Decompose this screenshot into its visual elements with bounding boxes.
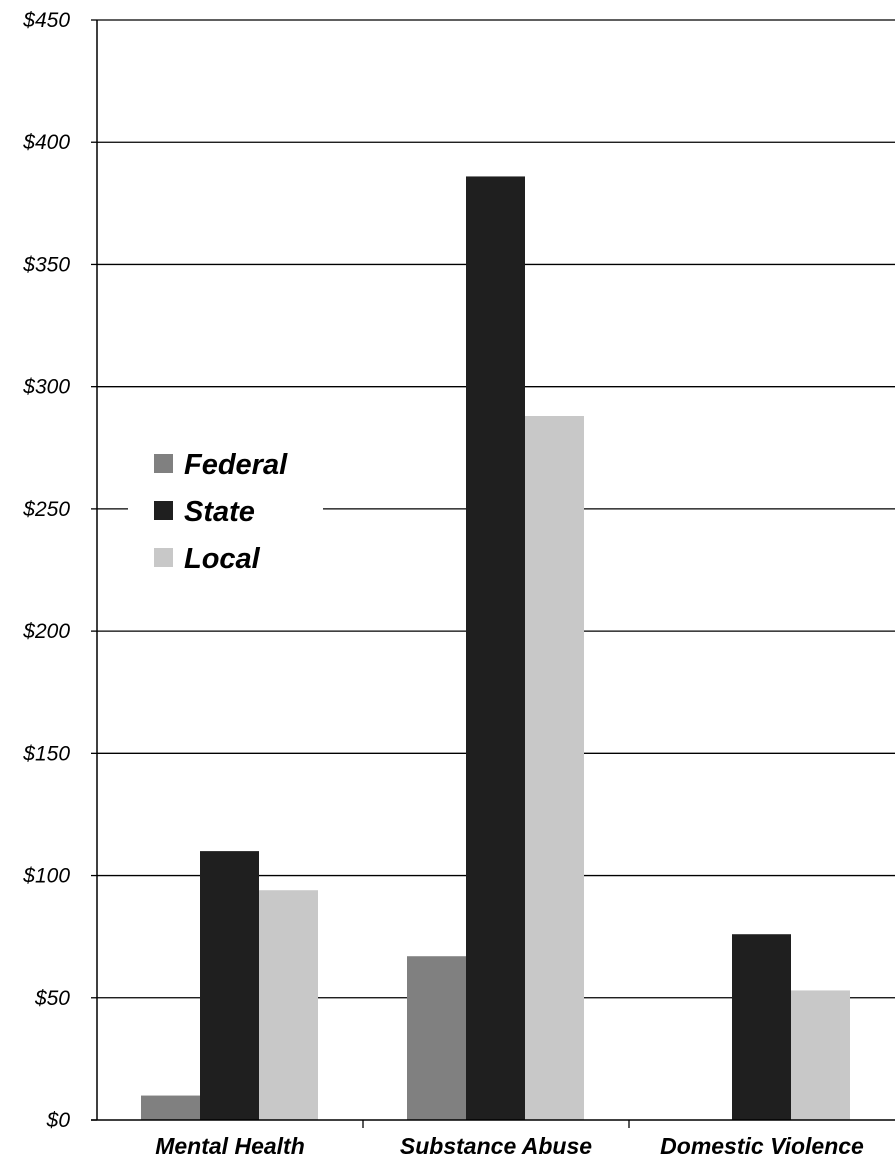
bar-state-substance-abuse [466,176,525,1120]
y-tick-label: $350 [22,253,70,276]
y-tick-label: $100 [22,865,70,888]
legend-label-state: State [184,496,255,528]
bar-local-domestic-violence [791,990,850,1120]
y-tick-label: $150 [22,742,70,765]
bar-state-mental-health [200,851,259,1120]
bar-federal-substance-abuse [407,956,466,1120]
y-tick-label: $450 [22,9,70,32]
legend-label-federal: Federal [184,449,288,481]
x-category-label: Substance Abuse [400,1133,592,1159]
y-tick-label: $50 [34,987,70,1010]
y-tick-label: $300 [22,376,70,399]
legend-label-local: Local [184,543,261,575]
y-tick-label: $400 [22,131,70,154]
bars [141,176,850,1120]
y-tick-label: $250 [22,498,70,521]
bar-federal-mental-health [141,1095,200,1120]
x-category-labels: Mental Health Substance Abuse Domestic Vio… [155,1133,864,1159]
legend: Federal State Local [128,432,323,575]
y-tick-label: $200 [22,620,70,643]
legend-swatch-federal [154,454,173,473]
legend-swatch-state [154,501,173,520]
y-tick-label: $0 [46,1109,71,1132]
x-category-label: Domestic Violence [660,1133,864,1159]
x-category-label: Mental Health [155,1133,305,1159]
y-tick-labels: $0 $50 $100 $150 $200 $250 $300 $350 $400 $450 [22,9,70,1132]
bar-local-mental-health [259,890,318,1120]
axes [91,19,895,1128]
bar-local-substance-abuse [525,416,584,1120]
bar-state-domestic-violence [732,934,791,1120]
legend-swatch-local [154,548,173,567]
